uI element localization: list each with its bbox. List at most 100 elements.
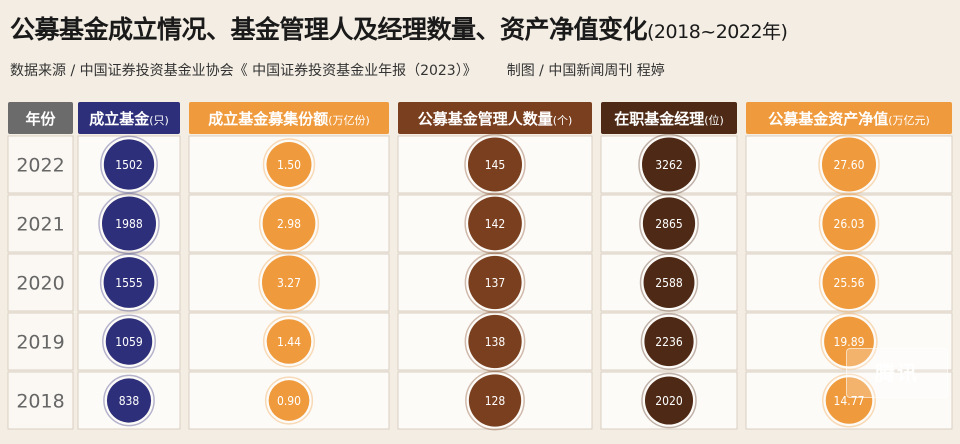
year-label: 2018: [16, 391, 64, 413]
bubble-value-label: 1.44: [277, 335, 301, 349]
bubble: [102, 196, 156, 251]
bubble: [266, 319, 312, 364]
bubble-ring: [638, 133, 700, 196]
bubble-value-label: 2236: [655, 335, 683, 349]
bubble-ring: [102, 314, 156, 369]
year-cell: [7, 135, 74, 194]
year-cell: [7, 312, 74, 371]
bubble-value-label: 137: [485, 276, 506, 290]
bubble-ring: [822, 373, 876, 428]
bubble: [642, 137, 696, 192]
bubble-ring: [818, 133, 880, 196]
column-header-label: 公募基金资产净值(万亿元): [768, 110, 930, 128]
chart-title-text: 公募基金成立情况、基金管理人及经理数量、资产净值变化: [10, 15, 648, 44]
bubble: [105, 318, 153, 365]
bubble-value-label: 1555: [115, 276, 142, 290]
year-label: 2022: [16, 155, 64, 177]
bubble-ring: [465, 370, 525, 431]
bubble-ring: [464, 192, 526, 255]
bubble: [266, 142, 312, 187]
column-header: [398, 102, 592, 134]
bubble: [468, 255, 522, 310]
bubble: [468, 314, 522, 369]
bubble: [825, 377, 873, 424]
year-cell: [7, 371, 74, 430]
source-text: 数据来源 / 中国证券投资基金业协会《 中国证券投资基金业年报（2023）》: [10, 63, 477, 79]
column-header: [78, 102, 180, 134]
credit-text: 制图 / 中国新闻周刊 程婷: [506, 63, 665, 79]
bubble-ring: [264, 376, 314, 425]
bubble-ring: [100, 135, 158, 194]
bubble-value-label: 19.89: [834, 335, 865, 349]
bubble-ring: [262, 138, 316, 191]
bubble: [644, 316, 694, 367]
bubble-value-label: 2588: [655, 276, 683, 290]
column-header: [601, 102, 737, 134]
bubble-value-label: 1059: [115, 335, 143, 349]
bubble-value-label: 128: [485, 394, 506, 408]
bubble: [262, 255, 316, 310]
bubble: [468, 137, 522, 192]
bubble-ring: [262, 315, 316, 368]
bubble-value-label: 2.98: [277, 217, 301, 231]
bubble: [822, 256, 876, 309]
bubble: [822, 137, 876, 192]
bubble-ring: [258, 251, 320, 314]
bubble-value-label: 838: [119, 394, 140, 408]
bubble: [822, 196, 876, 251]
bubble-value-label: 1.50: [277, 158, 301, 172]
bubble: [824, 316, 874, 367]
bubble-value-label: 3262: [655, 158, 682, 172]
bubble-ring: [258, 193, 320, 254]
bubble-value-label: 2020: [655, 394, 683, 408]
source-line: 数据来源 / 中国证券投资基金业协会《 中国证券投资基金业年报（2023）》 制图…: [10, 60, 950, 80]
bubble-value-label: 2865: [655, 217, 682, 231]
bubble-value-label: 27.60: [834, 158, 865, 172]
bubble-ring: [818, 252, 880, 313]
bubble-ring: [818, 193, 880, 254]
year-header-label: 年份: [25, 110, 56, 128]
year-label: 2020: [16, 273, 64, 295]
bubble: [103, 139, 155, 190]
bubble-ring: [639, 193, 699, 254]
bubble-ring: [820, 312, 878, 371]
bubble: [643, 257, 695, 308]
bubble-ring: [639, 253, 699, 312]
year-label: 2021: [16, 214, 64, 236]
bubble-value-label: 145: [485, 158, 506, 172]
bubble-ring: [99, 253, 159, 312]
bubble-value-label: 1502: [115, 158, 142, 172]
bubble: [468, 196, 522, 251]
year-cell: [7, 253, 74, 312]
bubble: [642, 197, 696, 250]
bubble-value-label: 138: [485, 335, 506, 349]
bubble-value-label: 25.56: [834, 276, 865, 290]
bubble-value-label: 3.27: [277, 276, 301, 290]
bubble-ring: [464, 311, 526, 372]
bubble-ring: [640, 313, 698, 370]
bubble-ring: [103, 374, 155, 427]
chart-title-years: (2018~2022年): [647, 21, 788, 43]
watermark-logo: 腾讯: [846, 348, 948, 398]
bubble-ring: [464, 252, 526, 313]
column-header-label: 公募基金管理人数量(个): [418, 110, 573, 128]
bubble-value-label: 26.03: [834, 217, 865, 231]
column-header-label: 成立基金(只): [89, 110, 169, 128]
column-header: [189, 102, 389, 134]
bubble-value-label: 0.90: [277, 394, 301, 408]
chart-title: 公募基金成立情况、基金管理人及经理数量、资产净值变化(2018~2022年): [10, 10, 950, 46]
bubble-ring: [641, 372, 697, 429]
bubble: [468, 374, 522, 427]
bubble-ring: [98, 192, 160, 255]
column-header: [746, 102, 952, 134]
year-header: [8, 102, 73, 134]
bubble: [106, 378, 152, 423]
year-label: 2019: [16, 332, 64, 354]
year-cell: [7, 194, 74, 253]
bubble: [268, 380, 310, 421]
bubble-value-label: 1988: [115, 217, 143, 231]
bubble-value-label: 142: [485, 217, 506, 231]
column-header-label: 在职基金经理(位): [614, 110, 724, 128]
bubble: [262, 197, 316, 250]
